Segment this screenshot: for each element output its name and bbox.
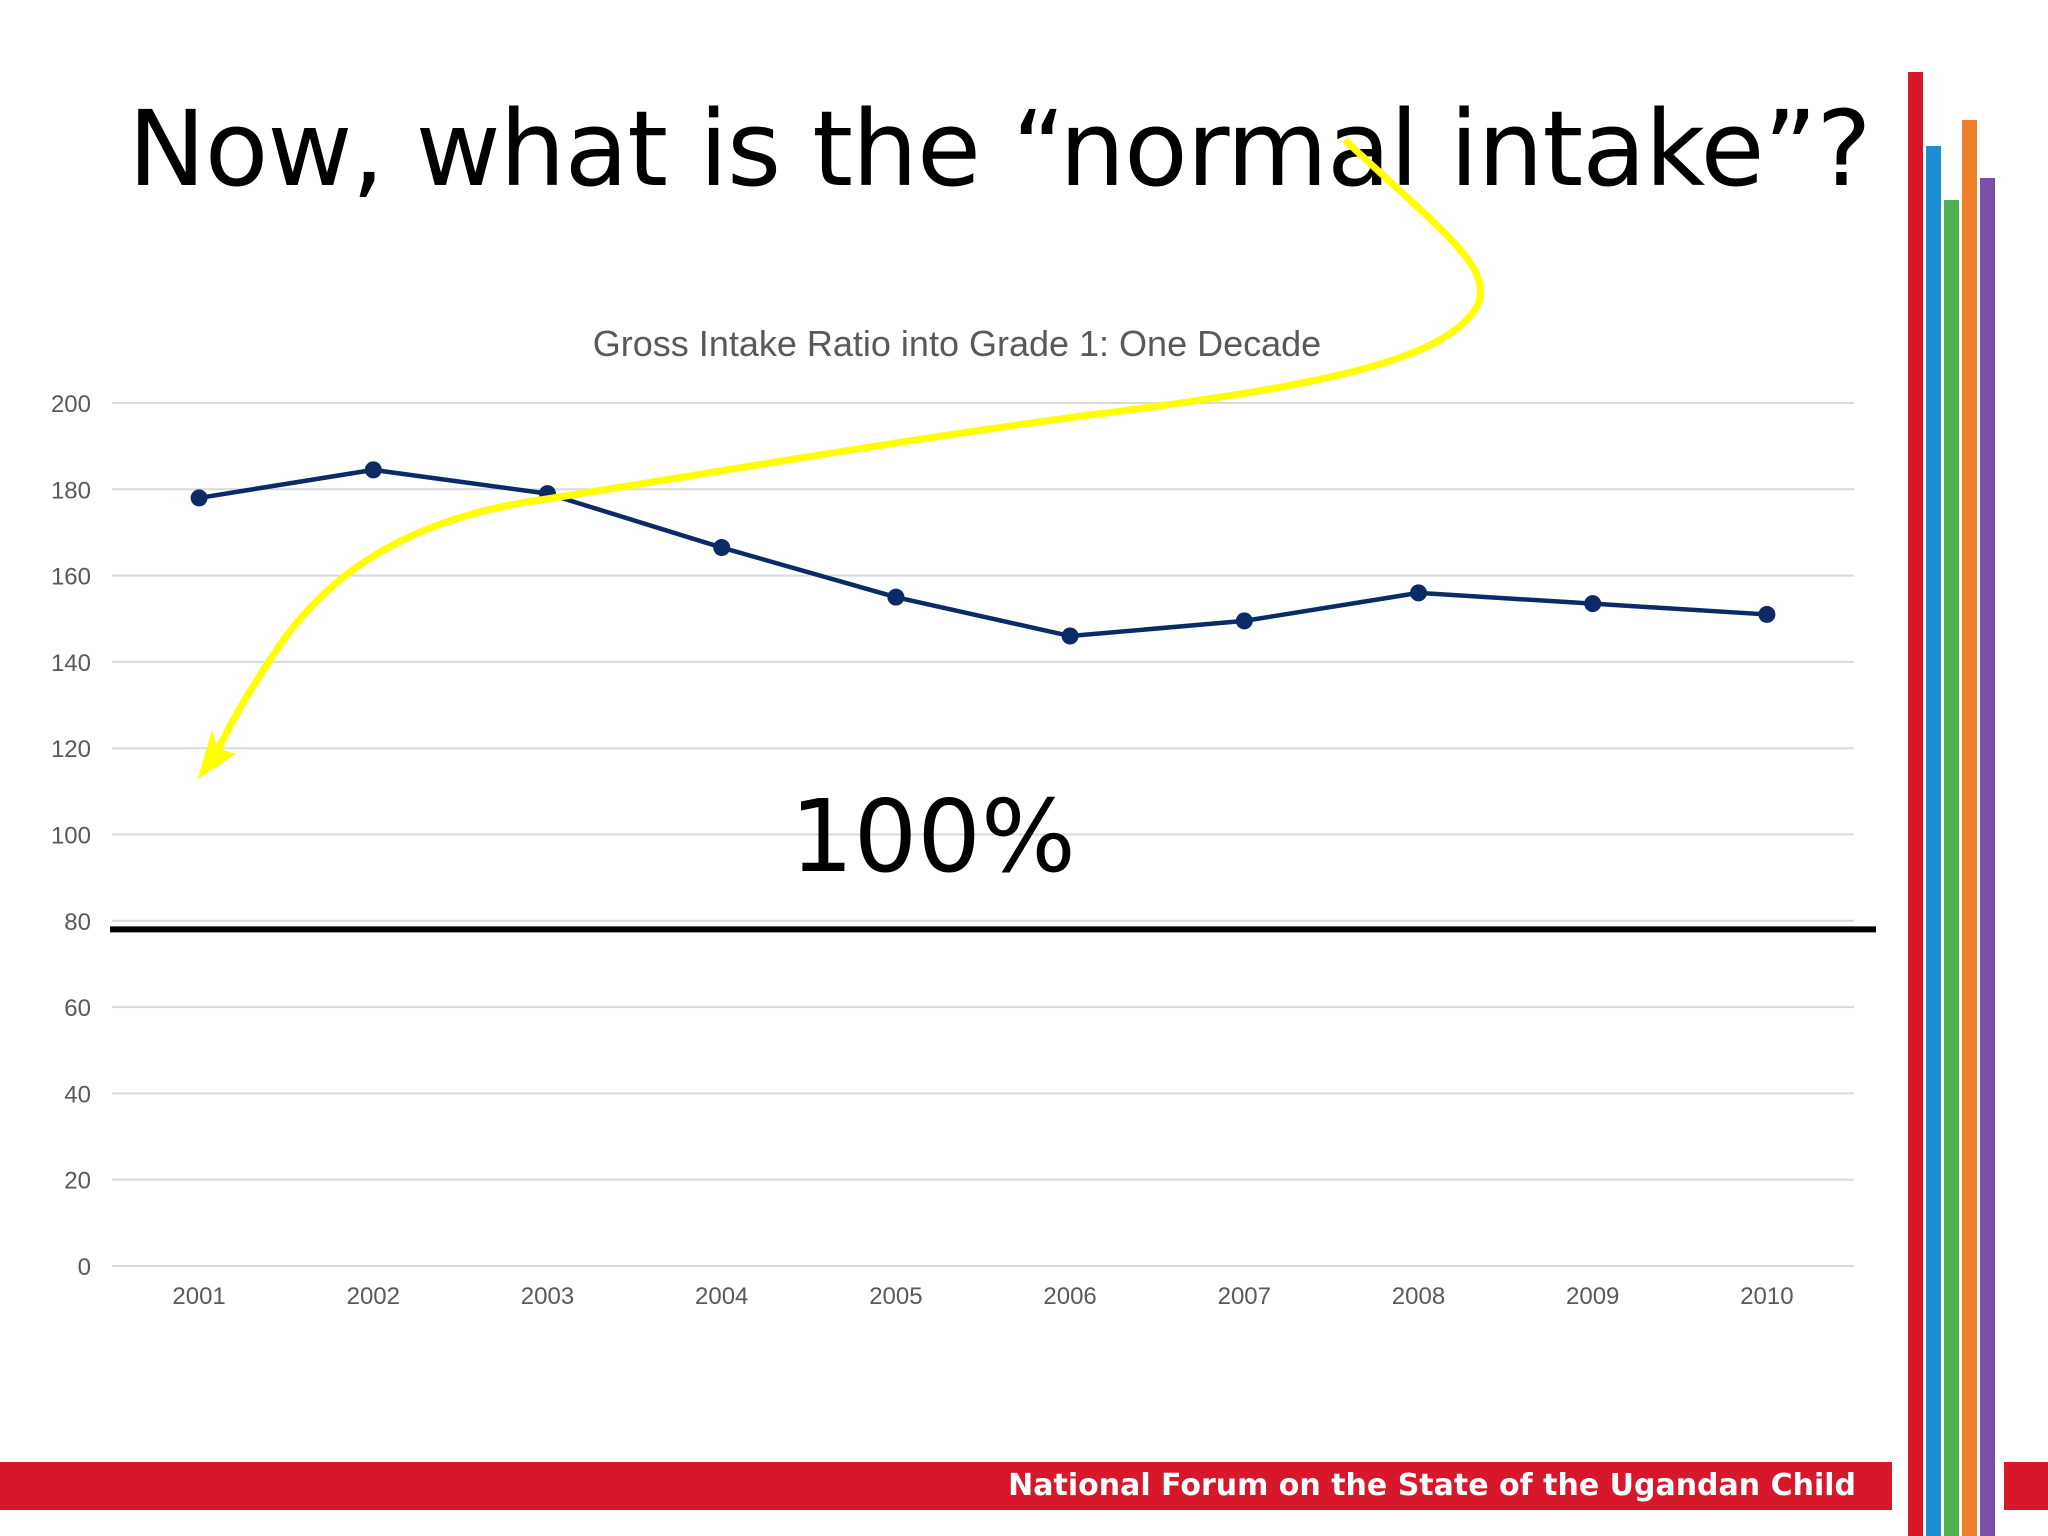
- y-tick-label: 160: [51, 564, 91, 591]
- x-tick-label: 2010: [1740, 1283, 1793, 1310]
- x-axis-ticks: 2001 2002 2003 2004 2005 2006 2007 2008 2009 2010: [172, 1283, 1793, 1310]
- data-point: [713, 539, 731, 557]
- y-tick-label: 120: [51, 736, 91, 763]
- chart-title: Gross Intake Ratio into Grade 1: One Dec…: [593, 323, 1321, 364]
- data-points: [190, 461, 1776, 645]
- data-point: [190, 489, 208, 507]
- highlight-arrow-curve: [209, 137, 1484, 762]
- data-point: [1410, 584, 1427, 602]
- y-tick-label: 200: [51, 391, 91, 418]
- y-axis-ticks: 0 20 40 60 80 100 120 140 160 180 200: [51, 391, 91, 1281]
- y-tick-label: 140: [51, 650, 91, 677]
- y-tick-label: 20: [64, 1168, 91, 1195]
- y-tick-label: 180: [51, 477, 91, 504]
- data-point: [887, 588, 905, 606]
- data-point: [1584, 595, 1602, 613]
- y-tick-label: 60: [64, 995, 91, 1022]
- accent-stripe: [1962, 120, 1977, 1536]
- x-tick-label: 2001: [172, 1283, 225, 1310]
- gridlines: [112, 402, 1854, 1267]
- series-line: [198, 467, 1768, 639]
- x-tick-label: 2007: [1218, 1283, 1271, 1310]
- accent-stripe: [1908, 72, 1923, 1536]
- data-point: [1235, 612, 1253, 630]
- footer-bar: National Forum on the State of the Ugand…: [0, 1462, 1892, 1510]
- slide-title: Now, what is the “normal intake”?: [128, 88, 1872, 210]
- x-tick-label: 2006: [1043, 1283, 1096, 1310]
- y-tick-label: 100: [51, 823, 91, 850]
- x-tick-label: 2005: [869, 1283, 922, 1310]
- x-tick-label: 2008: [1392, 1283, 1445, 1310]
- y-tick-label: 40: [64, 1081, 91, 1108]
- y-tick-label: 80: [64, 909, 91, 936]
- footer-bar-end: [2004, 1462, 2048, 1510]
- data-point: [1758, 605, 1776, 623]
- accent-stripe: [1926, 146, 1941, 1536]
- x-tick-label: 2003: [521, 1283, 574, 1310]
- y-tick-label: 0: [78, 1254, 91, 1281]
- data-point: [1061, 627, 1079, 645]
- x-tick-label: 2009: [1566, 1283, 1619, 1310]
- highlight-arrow-head: [198, 730, 236, 779]
- x-tick-label: 2004: [695, 1283, 748, 1310]
- reference-label-100-percent: 100%: [790, 778, 1076, 895]
- data-point: [364, 461, 382, 479]
- accent-stripe: [1980, 178, 1995, 1536]
- accent-stripe: [1944, 200, 1959, 1536]
- x-tick-label: 2002: [347, 1283, 400, 1310]
- footer-text: National Forum on the State of the Ugand…: [1008, 1468, 1856, 1503]
